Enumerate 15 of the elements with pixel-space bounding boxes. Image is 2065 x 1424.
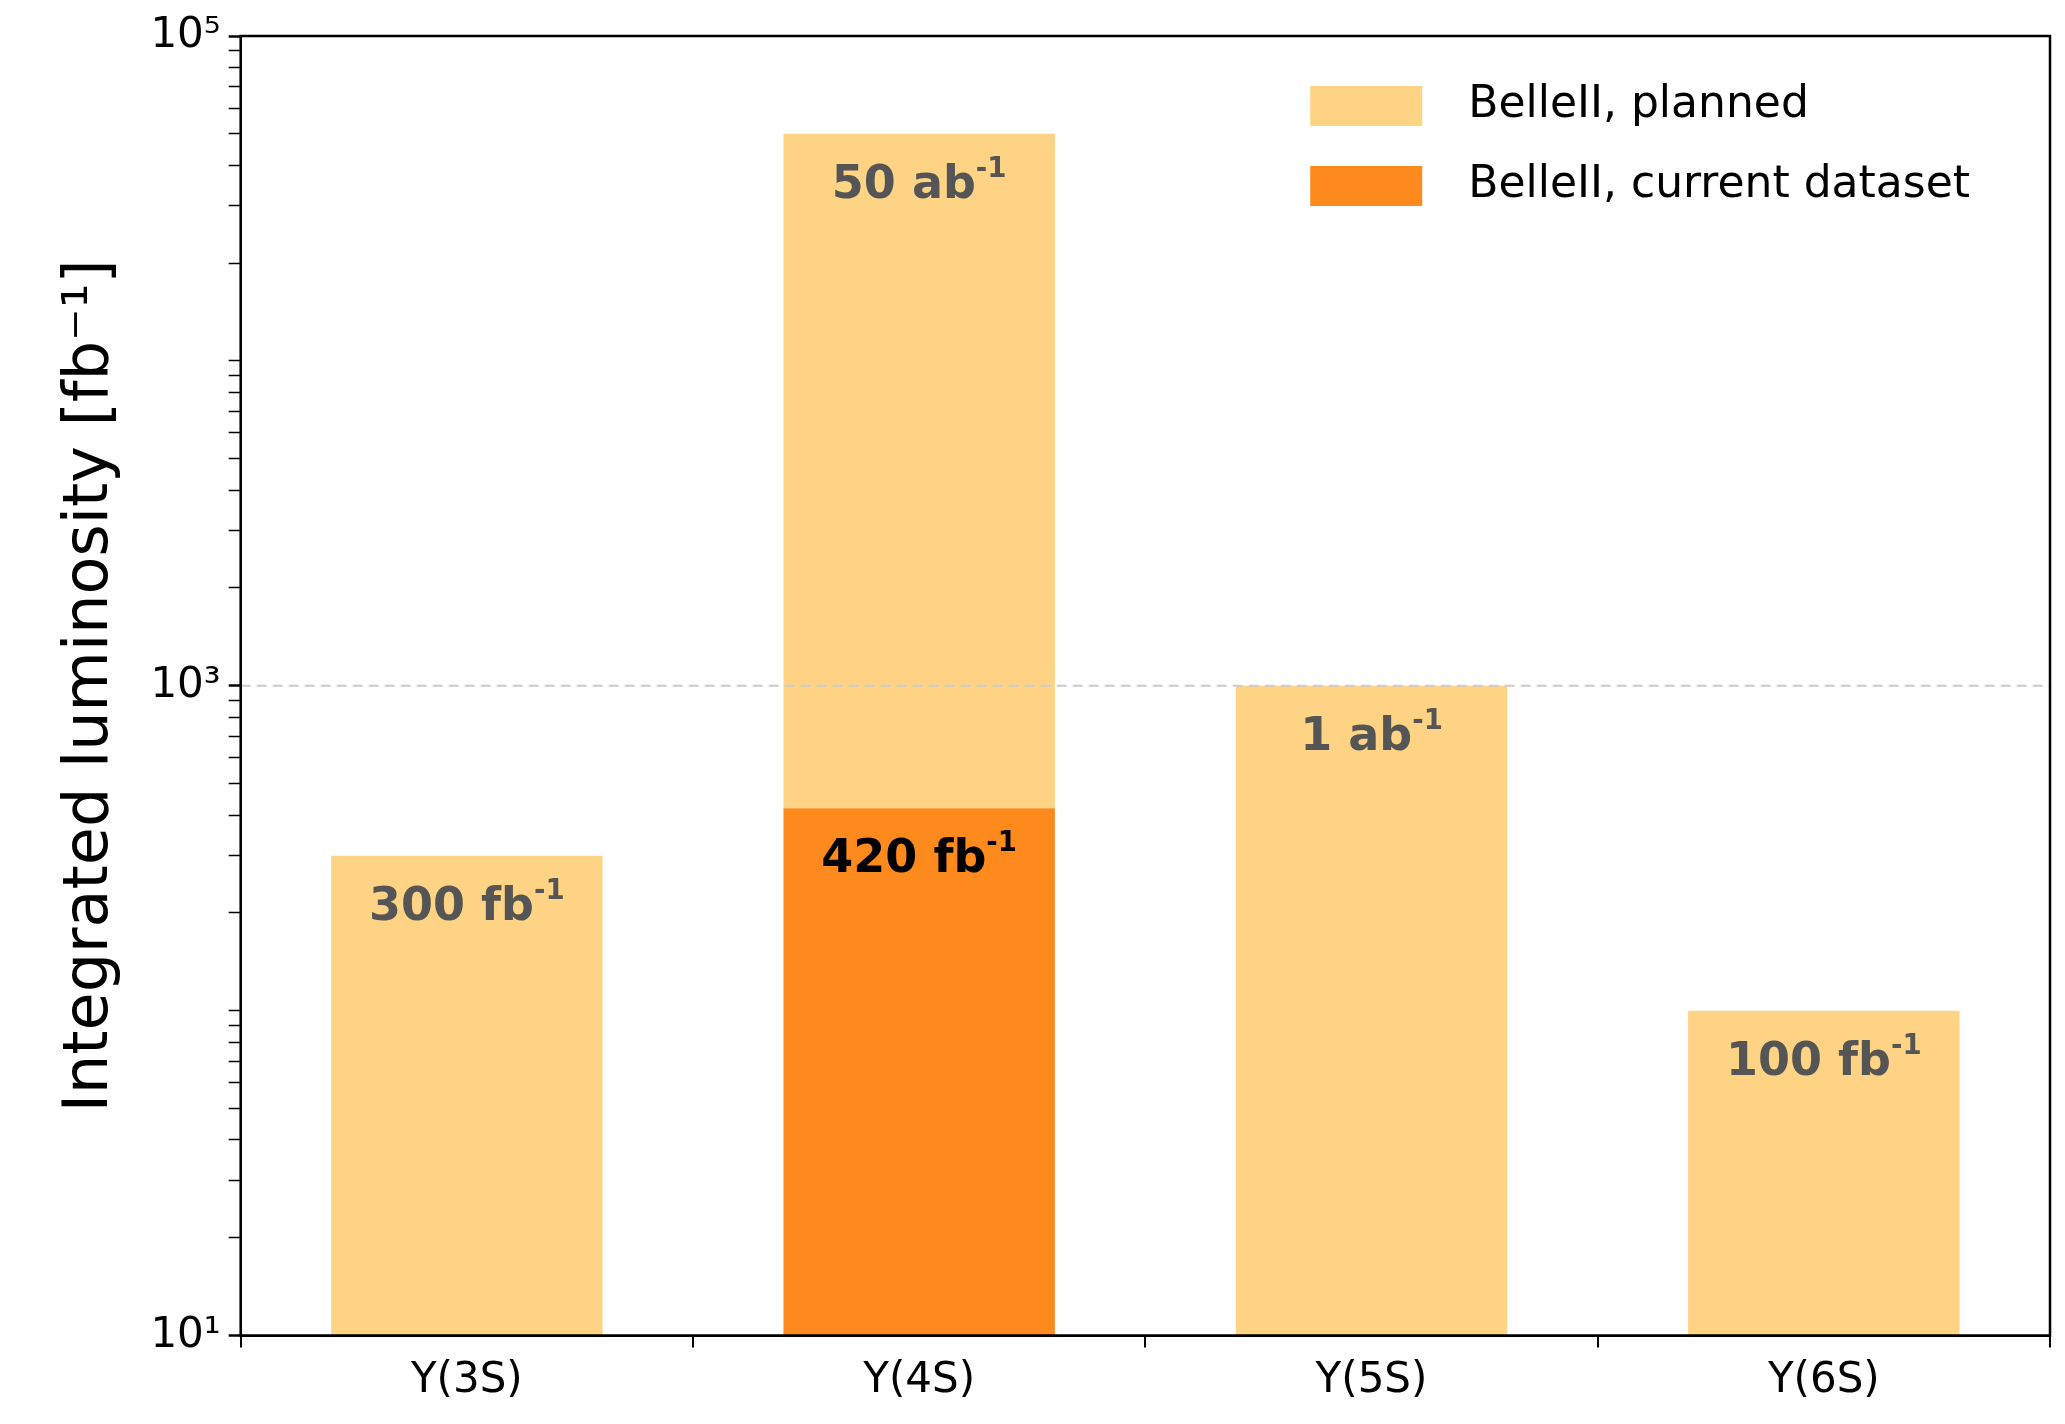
x-tick-label: Υ(3S) (409, 1352, 523, 1402)
legend-label: BelleII, planned (1468, 76, 1809, 128)
bar (331, 855, 603, 1336)
bar (783, 133, 1055, 809)
bar (1688, 1010, 1960, 1336)
bar (783, 808, 1055, 1336)
y-tick-label: 10¹ (150, 1307, 221, 1357)
x-tick-label: Υ(6S) (1766, 1352, 1880, 1402)
y-tick-label: 10⁵ (150, 7, 221, 57)
y-tick-label: 10³ (150, 657, 221, 707)
x-tick-label: Υ(5S) (1314, 1352, 1428, 1402)
x-tick-label: Υ(4S) (862, 1352, 976, 1402)
y-axis-title: Integrated luminosity [fb⁻¹] (49, 259, 123, 1113)
legend-label: BelleII, current dataset (1468, 156, 1971, 208)
bar (1235, 685, 1508, 1336)
